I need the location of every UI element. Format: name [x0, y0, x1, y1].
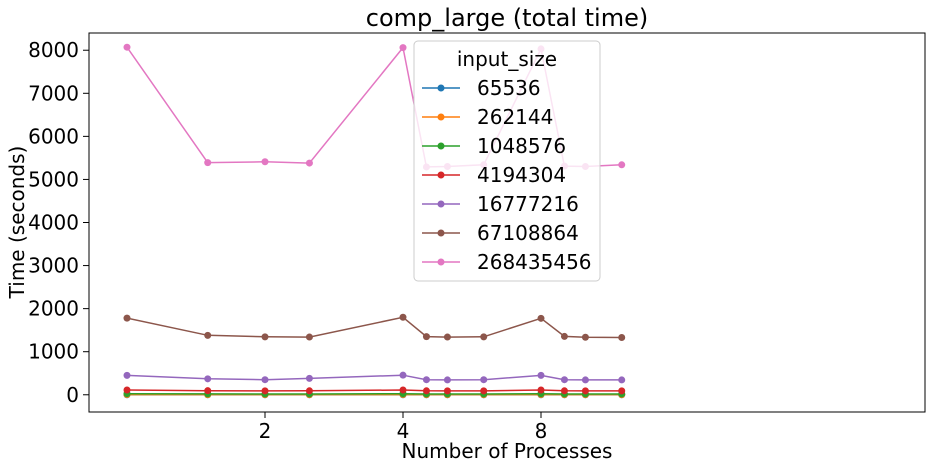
data-point: [560, 332, 568, 340]
legend-marker: [437, 171, 445, 179]
legend: input_size 65536 262144 1048576 4194304 1677…: [413, 40, 601, 282]
data-point: [618, 376, 626, 384]
data-point: [204, 387, 212, 395]
data-point: [618, 161, 626, 169]
data-point: [537, 386, 545, 394]
y-tick-label: 5000: [28, 167, 79, 191]
data-point: [581, 333, 589, 341]
data-point: [443, 333, 451, 341]
data-point: [581, 376, 589, 384]
legend-label: 65536: [477, 76, 541, 100]
series-4194304: [123, 386, 626, 395]
legend-label: 4194304: [477, 163, 566, 187]
y-tick-label: 2000: [28, 297, 79, 321]
data-point: [261, 333, 269, 341]
legend-label: 16777216: [477, 192, 579, 216]
data-point: [560, 387, 568, 395]
y-tick-label: 8000: [28, 38, 79, 62]
legend-items: 65536 262144 1048576 4194304 16777216 6710886…: [422, 76, 592, 274]
data-point: [204, 159, 212, 167]
data-point: [305, 387, 313, 395]
series-line: [126, 389, 622, 392]
legend-marker: [437, 142, 445, 150]
data-point: [123, 371, 131, 379]
legend-label: 67108864: [477, 221, 579, 245]
data-point: [261, 376, 269, 384]
legend-marker: [437, 258, 445, 266]
data-point: [123, 43, 131, 51]
y-tick-label: 4000: [28, 211, 79, 235]
legend-marker: [437, 200, 445, 208]
legend-label: 268435456: [477, 250, 592, 274]
legend-item: 67108864: [422, 221, 579, 245]
legend-label: 1048576: [477, 134, 566, 158]
legend-item: 65536: [422, 76, 541, 100]
data-point: [399, 371, 407, 379]
data-point: [422, 333, 430, 341]
series-16777216: [123, 371, 626, 384]
legend-marker: [437, 113, 445, 121]
data-point: [537, 314, 545, 322]
data-point: [123, 314, 131, 322]
data-point: [537, 371, 545, 379]
x-tick-label: 2: [259, 419, 272, 443]
series-layer: [123, 43, 626, 399]
y-tick-label: 6000: [28, 124, 79, 148]
y-axis: 0 1000 2000 3000 4000 5000 6000 7000 8000: [28, 38, 89, 407]
legend-label: 262144: [477, 105, 553, 129]
data-point: [399, 386, 407, 394]
data-point: [480, 376, 488, 384]
legend-item: 16777216: [422, 192, 579, 216]
x-tick-label: 8: [535, 419, 548, 443]
data-point: [123, 386, 131, 394]
legend-box: [413, 40, 601, 282]
legend-item: 262144: [422, 105, 553, 129]
legend-item: 268435456: [422, 250, 592, 274]
y-tick-label: 3000: [28, 254, 79, 278]
x-axis: 2 4 8: [259, 412, 548, 443]
chart-title: comp_large (total time): [366, 4, 648, 32]
data-point: [399, 44, 407, 52]
data-point: [305, 374, 313, 382]
data-point: [204, 375, 212, 383]
legend-marker: [437, 84, 445, 92]
data-point: [422, 387, 430, 395]
legend-item: 1048576: [422, 134, 566, 158]
series-line: [126, 316, 622, 339]
data-point: [618, 387, 626, 395]
data-point: [305, 159, 313, 167]
data-point: [422, 376, 430, 384]
y-axis-label: Time (seconds): [5, 146, 29, 300]
x-axis-label: Number of Processes: [402, 439, 613, 463]
data-point: [261, 158, 269, 166]
data-point: [480, 333, 488, 341]
data-point: [305, 333, 313, 341]
data-point: [261, 387, 269, 395]
legend-item: 4194304: [422, 163, 566, 187]
y-tick-label: 1000: [28, 340, 79, 364]
data-point: [443, 376, 451, 384]
data-point: [480, 387, 488, 395]
data-point: [618, 333, 626, 341]
data-point: [581, 387, 589, 395]
series-67108864: [123, 313, 626, 341]
data-point: [560, 376, 568, 384]
legend-title: input_size: [457, 47, 557, 71]
series-line: [126, 374, 622, 381]
y-tick-label: 7000: [28, 81, 79, 105]
data-point: [399, 313, 407, 321]
data-point: [443, 387, 451, 395]
legend-marker: [437, 229, 445, 237]
x-tick-label: 4: [397, 419, 410, 443]
data-point: [204, 331, 212, 339]
y-tick-label: 0: [66, 383, 79, 407]
